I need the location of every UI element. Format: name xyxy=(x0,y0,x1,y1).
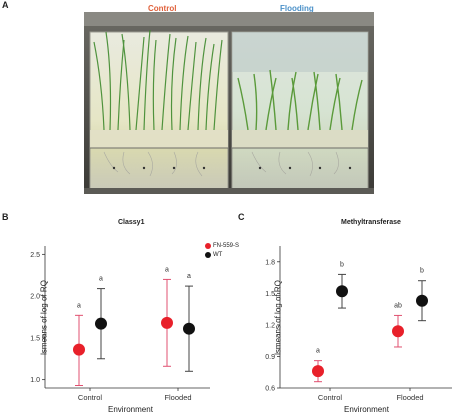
chart-c-y-tick-label: 0.6 xyxy=(265,386,275,393)
chart-b-ylabel: lsmeans of log of RQ xyxy=(39,280,49,355)
chart-b-x-tick-label: Control xyxy=(78,393,103,402)
legend-label: FN-559-S xyxy=(213,242,240,249)
chart-b-point xyxy=(73,343,85,356)
legend: FN-559-S WT xyxy=(205,241,239,259)
chart-c-significance-letter: b xyxy=(420,268,424,275)
panel-b-letter: B xyxy=(2,212,9,222)
chart-c-title: Methyltransferase xyxy=(341,219,401,226)
chart-b-point xyxy=(183,322,195,335)
chart-b-title: Classy1 xyxy=(118,219,145,226)
panel-a-letter: A xyxy=(2,0,9,10)
chart-b-significance-letter: a xyxy=(187,273,191,280)
chart-b-significance-letter: a xyxy=(165,266,169,273)
chart-c-point xyxy=(416,294,428,307)
chart-c-significance-letter: a xyxy=(316,348,320,355)
chart-c-xlabel: Environment xyxy=(344,405,389,414)
chart-c-point xyxy=(336,285,348,298)
chart-c-ylabel: lsmeans of log of RQ xyxy=(273,280,283,355)
legend-marker-red xyxy=(205,242,211,249)
chart-c-significance-letter: ab xyxy=(394,302,402,309)
chart-c-point xyxy=(312,365,324,378)
chart-b-significance-letter: a xyxy=(99,276,103,283)
chart-b-xlabel: Environment xyxy=(108,405,153,414)
chart-b-significance-letter: a xyxy=(77,302,81,309)
control-title: Control xyxy=(148,4,177,13)
chart-c-significance-letter: b xyxy=(340,261,344,268)
chart-c-x-tick-label: Control xyxy=(318,393,343,402)
flooding-title: Flooding xyxy=(280,4,314,13)
legend-label: WT xyxy=(213,251,223,258)
chart-b-x-tick-label: Flooded xyxy=(164,393,191,402)
legend-item-wt: WT xyxy=(205,250,239,259)
chart-b-point xyxy=(161,316,173,329)
chart-c-point xyxy=(392,325,404,338)
rice-flooding-photo xyxy=(84,12,374,194)
legend-marker-black xyxy=(205,251,211,258)
chart-c-x-tick-label: Flooded xyxy=(396,393,423,402)
panel-c-letter: C xyxy=(238,212,245,222)
chart-b-y-tick-label: 1.0 xyxy=(30,377,40,384)
chart-b-point xyxy=(95,317,107,330)
legend-item-fn559s: FN-559-S xyxy=(205,241,239,250)
